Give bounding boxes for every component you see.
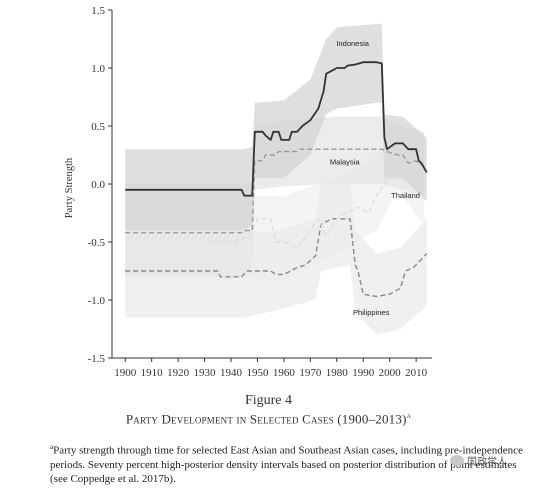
watermark-text: 国政学人 [467, 457, 507, 468]
y-tick-label: 1.0 [91, 63, 105, 75]
figure-title-text: Party Development in Selected Cases (190… [125, 411, 407, 427]
series-lines [125, 61, 428, 298]
figure-number: Figure 4 [244, 393, 293, 408]
x-tick-label: 1950 [246, 367, 269, 379]
note-footnote-marker: a [50, 443, 54, 451]
party-strength-chart: 1.5 1.0 0.5 0.0 -0.5 -1.0 -1.5 1900 1910 1920 1930… [64, 5, 432, 379]
x-tick-label: 1910 [141, 367, 164, 379]
axes: 1.5 1.0 0.5 0.0 -0.5 -1.0 -1.5 1900 1910 1920 1930… [88, 5, 432, 379]
x-tick-label: 1980 [326, 367, 349, 379]
y-axis-label: Party Strength [64, 157, 75, 218]
x-tick-label: 1940 [220, 367, 243, 379]
x-tick-label: 1960 [273, 367, 296, 379]
wechat-icon [450, 455, 464, 466]
figure-note-text: Party strength through time for selected… [50, 444, 523, 485]
hpd-bands [125, 23, 427, 335]
y-tick-label: -1.5 [88, 353, 106, 365]
x-tick-label: 2000 [379, 367, 402, 379]
y-tick-label: -0.5 [88, 237, 106, 249]
band-philippines [125, 181, 427, 335]
x-tick-label: 2010 [405, 367, 428, 379]
x-tick-label: 1900 [114, 367, 137, 379]
band-indonesia [125, 23, 427, 231]
line-malaysia [125, 148, 425, 234]
y-tick-label: 1.5 [91, 5, 105, 17]
x-tick-label: 1970 [299, 367, 322, 379]
y-tick-label: -1.0 [88, 295, 106, 307]
x-tick-label: 1930 [194, 367, 217, 379]
label-indonesia: Indonesia [336, 39, 369, 48]
x-tick-label: 1990 [352, 367, 375, 379]
figure-note: aParty strength through time for selecte… [50, 440, 528, 486]
y-tick-label: 0.0 [91, 179, 105, 191]
label-malaysia: Malaysia [330, 157, 360, 166]
watermark: 国政学人 [450, 453, 507, 468]
y-tick-label: 0.5 [91, 121, 105, 133]
series-labels: Indonesia Malaysia Thailand Philippines [330, 39, 420, 317]
label-philippines: Philippines [353, 308, 390, 317]
figure-title: Party Development in Selected Cases (190… [0, 411, 537, 427]
line-thailand [209, 154, 425, 249]
line-indonesia [125, 61, 428, 197]
x-tick-label: 1920 [167, 367, 190, 379]
figure-title-footnote-marker: a [406, 411, 412, 420]
label-thailand: Thailand [391, 191, 420, 200]
band-malaysia [125, 116, 425, 277]
